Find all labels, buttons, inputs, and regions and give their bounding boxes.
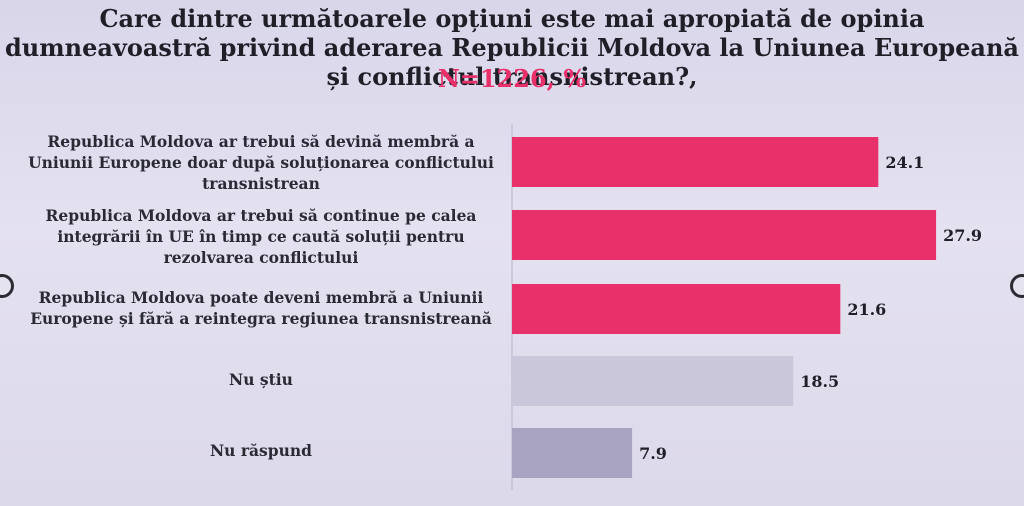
chart-subtitle: N=1226, % (437, 64, 587, 93)
category-label-5: Nu răspund (210, 441, 312, 460)
category-label-1: Republica Moldova ar trebui să devină me… (28, 132, 494, 193)
data-label-4: 18.5 (800, 372, 839, 391)
category-label-3: Republica Moldova poate deveni membră a … (30, 288, 492, 328)
bar-5 (512, 428, 633, 478)
category-label-2: Republica Moldova ar trebui să continue … (45, 206, 477, 267)
left-nav-knob-icon[interactable] (0, 274, 14, 298)
data-label-2: 27.9 (943, 226, 982, 245)
bar-1 (512, 137, 879, 187)
category-label-4: Nu știu (229, 370, 293, 389)
bar-2 (512, 210, 937, 260)
chart-title: Care dintre următoarele opțiuni este mai… (5, 4, 1019, 91)
data-label-1: 24.1 (885, 153, 924, 172)
data-label-5: 7.9 (639, 444, 667, 463)
data-label-3: 21.6 (847, 300, 886, 319)
bar-4 (512, 356, 794, 406)
right-nav-knob-icon[interactable] (1010, 274, 1024, 298)
bar-3 (512, 284, 841, 334)
